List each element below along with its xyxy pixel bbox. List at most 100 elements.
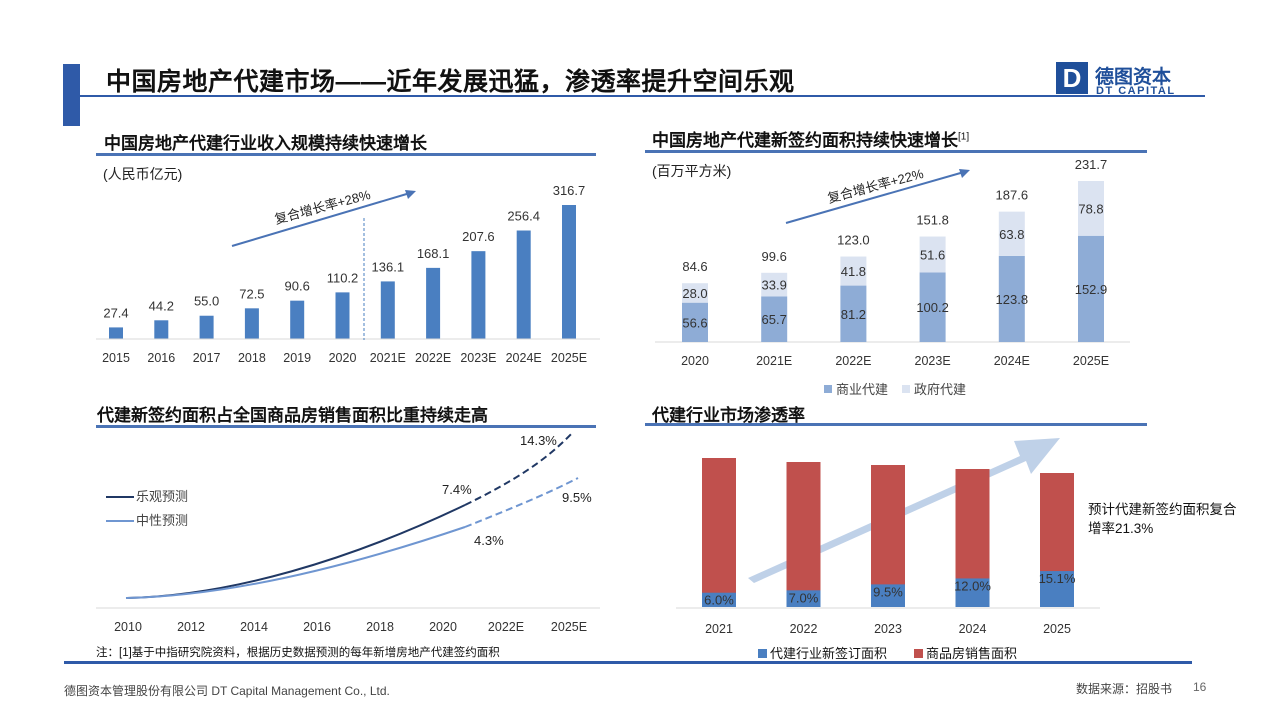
- legend-signed: 代建行业新签订面积: [770, 646, 887, 661]
- total-value-label: 231.7: [1075, 157, 1108, 172]
- revenue-bar: [562, 205, 576, 339]
- optimistic-2025-label: 14.3%: [520, 433, 557, 448]
- bottom-rule: [64, 661, 1192, 664]
- penetration-value-label: 12.0%: [954, 578, 991, 593]
- title-accent-bar: [63, 64, 80, 126]
- signed-area-bar: [871, 584, 905, 607]
- revenue-value-label: 256.4: [507, 209, 540, 224]
- revenue-value-label: 90.6: [285, 279, 310, 294]
- area-year-label: 2025E: [1073, 354, 1109, 368]
- share-chart-title: 代建新签约面积占全国商品房销售面积比重持续走高: [97, 406, 488, 425]
- legend-swatch-commercial: [824, 385, 832, 393]
- share-year-label: 2012: [177, 620, 205, 634]
- legend-neutral: 中性预测: [136, 513, 188, 528]
- government-value-label: 78.8: [1078, 201, 1103, 216]
- commercial-value-label: 65.7: [762, 312, 787, 327]
- government-value-label: 63.8: [999, 227, 1024, 242]
- revenue-year-label: 2019: [283, 351, 311, 365]
- legend-optimistic: 乐观预测: [136, 489, 188, 504]
- revenue-year-label: 2024E: [506, 351, 542, 365]
- logo-en-text: DT CAPITAL: [1096, 85, 1176, 97]
- revenue-value-label: 136.1: [372, 259, 405, 274]
- legend-swatch-sales: [914, 649, 923, 658]
- government-bar: [840, 256, 867, 286]
- sales-area-bar: [871, 465, 905, 607]
- commercial-value-label: 152.9: [1075, 282, 1108, 297]
- commercial-bar: [919, 272, 946, 342]
- government-value-label: 41.8: [841, 264, 866, 279]
- revenue-bar: [109, 327, 123, 339]
- share-year-label: 2018: [366, 620, 394, 634]
- revenue-year-label: 2016: [147, 351, 175, 365]
- logo-mark: D: [1056, 62, 1088, 94]
- penetration-year-label: 2021: [705, 622, 733, 636]
- area-year-label: 2022E: [835, 354, 871, 368]
- area-chart-title: 中国房地产代建新签约面积持续快速增长[1]: [652, 126, 969, 151]
- area-cagr-arrow-head: [959, 169, 970, 178]
- total-value-label: 99.6: [762, 249, 787, 264]
- penetration-chart-title: 代建行业市场渗透率: [652, 406, 805, 425]
- legend-swatch-signed: [758, 649, 767, 658]
- penetration-value-label: 15.1%: [1039, 571, 1076, 586]
- commercial-value-label: 56.6: [682, 315, 707, 330]
- legend-sales: 商品房销售面积: [926, 646, 1017, 661]
- revenue-title-rule: [96, 153, 596, 156]
- penetration-year-label: 2022: [790, 622, 818, 636]
- revenue-year-label: 2018: [238, 351, 266, 365]
- revenue-bar: [199, 315, 214, 339]
- footer-company: 德图资本管理股份有限公司 DT Capital Management Co., …: [64, 684, 390, 698]
- revenue-bar: [335, 292, 350, 339]
- revenue-unit: (人民币亿元): [103, 166, 183, 182]
- penetration-value-label: 9.5%: [873, 584, 903, 599]
- neutral-2025-label: 9.5%: [562, 490, 592, 505]
- optimistic-2020-label: 7.4%: [442, 482, 472, 497]
- revenue-value-label: 110.2: [327, 270, 359, 285]
- government-bar: [998, 211, 1025, 256]
- signed-area-bar: [702, 592, 736, 607]
- title-rule: [80, 95, 1205, 97]
- share-year-label: 2022E: [488, 620, 524, 634]
- area-chart-title-text: 中国房地产代建新签约面积持续快速增长: [652, 131, 958, 150]
- share-year-label: 2010: [114, 620, 142, 634]
- revenue-year-label: 2015: [102, 351, 130, 365]
- revenue-year-label: 2022E: [415, 351, 451, 365]
- revenue-value-label: 27.4: [103, 305, 128, 320]
- sales-area-bar: [702, 458, 736, 607]
- revenue-cagr-arrow: [231, 192, 411, 247]
- commercial-bar: [1078, 235, 1104, 342]
- commercial-bar: [682, 302, 708, 342]
- area-year-label: 2021E: [756, 354, 792, 368]
- government-value-label: 28.0: [682, 286, 707, 301]
- government-bar: [761, 272, 788, 297]
- commercial-value-label: 123.8: [996, 292, 1029, 307]
- commercial-bar: [998, 255, 1025, 342]
- revenue-year-label: 2025E: [551, 351, 587, 365]
- neutral-2020-label: 4.3%: [474, 533, 504, 548]
- share-year-label: 2014: [240, 620, 268, 634]
- revenue-year-label: 2017: [193, 351, 221, 365]
- area-title-rule: [645, 150, 1147, 153]
- share-year-label: 2025E: [551, 620, 587, 634]
- government-bar: [1078, 181, 1104, 236]
- legend-swatch-government: [902, 385, 910, 393]
- revenue-value-label: 168.1: [417, 246, 450, 261]
- revenue-value-label: 207.6: [462, 229, 495, 244]
- penetration-year-label: 2024: [959, 622, 987, 636]
- area-cagr-arrow: [785, 171, 965, 224]
- government-value-label: 51.6: [920, 247, 945, 262]
- revenue-year-label: 2020: [329, 351, 357, 365]
- revenue-value-label: 44.2: [149, 298, 174, 313]
- revenue-bar: [516, 230, 531, 339]
- area-unit: (百万平方米): [652, 163, 732, 179]
- area-year-label: 2024E: [994, 354, 1030, 368]
- page-title: 中国房地产代建市场——近年发展迅猛，渗透率提升空间乐观: [106, 68, 795, 96]
- share-year-label: 2020: [429, 620, 457, 634]
- revenue-chart-title: 中国房地产代建行业收入规模持续快速增长: [104, 134, 427, 153]
- commercial-bar: [761, 296, 788, 342]
- signed-area-bar: [786, 590, 821, 607]
- commercial-bar: [840, 285, 867, 342]
- total-value-label: 151.8: [916, 213, 949, 228]
- government-bar: [682, 283, 708, 303]
